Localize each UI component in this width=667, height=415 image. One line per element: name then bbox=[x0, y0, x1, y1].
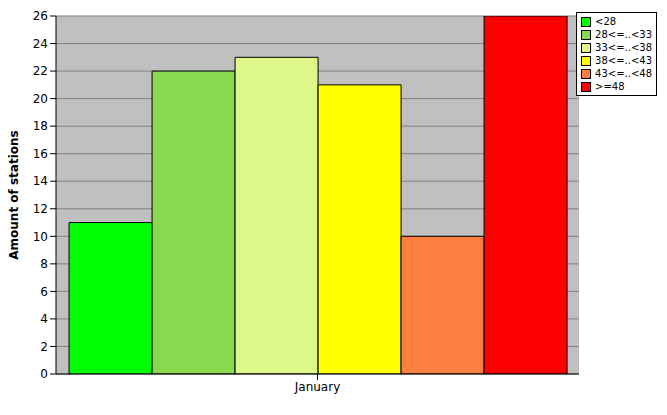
svg-text:12: 12 bbox=[33, 202, 48, 216]
svg-text:8: 8 bbox=[40, 257, 48, 271]
html-text:28<=..<33: 28<=..<33 bbox=[595, 29, 652, 40]
svg-text:January: January bbox=[294, 380, 341, 394]
html-text:43<=..<48: 43<=..<48 bbox=[595, 68, 652, 79]
svg-text:20: 20 bbox=[33, 92, 48, 106]
html-text:33<=..<38: 33<=..<38 bbox=[595, 42, 652, 53]
html-text:<28: <28 bbox=[595, 16, 617, 27]
svg-text:2: 2 bbox=[40, 340, 48, 354]
svg-text:10: 10 bbox=[33, 230, 48, 244]
svg-text:14: 14 bbox=[33, 174, 48, 188]
svg-text:0: 0 bbox=[40, 367, 48, 381]
svg-text:18: 18 bbox=[33, 119, 48, 133]
svg-text:26: 26 bbox=[33, 9, 48, 23]
svg-text:Amount of stations: Amount of stations bbox=[8, 130, 21, 259]
svg-text:22: 22 bbox=[33, 64, 48, 78]
svg-text:4: 4 bbox=[40, 312, 48, 326]
html-text:38<=..<43: 38<=..<43 bbox=[595, 55, 652, 66]
svg-text:16: 16 bbox=[33, 147, 48, 161]
svg-text:6: 6 bbox=[40, 285, 48, 299]
html-text:>=48: >=48 bbox=[595, 81, 625, 92]
svg-text:24: 24 bbox=[33, 37, 48, 51]
